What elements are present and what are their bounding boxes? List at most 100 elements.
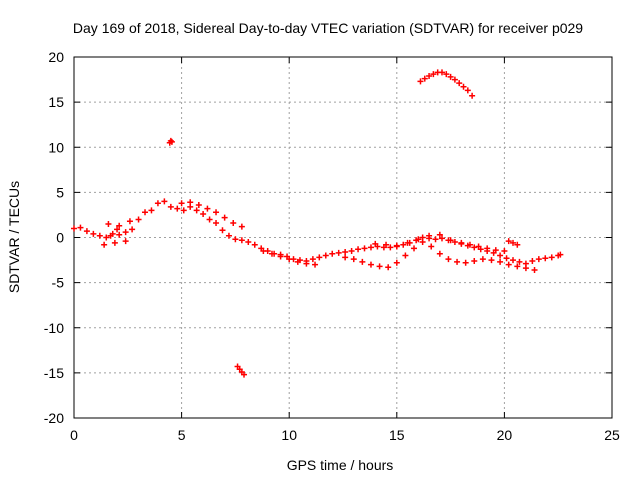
- data-point: [393, 259, 400, 266]
- data-point: [221, 214, 228, 221]
- data-point: [348, 248, 355, 255]
- data-point: [447, 73, 454, 80]
- data-point: [101, 241, 108, 248]
- x-tick-label: 10: [281, 427, 297, 443]
- x-axis-label: GPS time / hours: [287, 457, 394, 473]
- data-point: [402, 252, 409, 259]
- data-point: [96, 232, 103, 239]
- data-point: [421, 75, 428, 82]
- data-point: [438, 69, 445, 76]
- data-point: [471, 244, 478, 251]
- data-point: [114, 226, 121, 233]
- data-point: [484, 245, 491, 252]
- data-point: [103, 234, 110, 241]
- data-point: [178, 200, 185, 207]
- data-point: [557, 251, 564, 258]
- data-point: [206, 216, 213, 223]
- data-point: [77, 224, 84, 231]
- data-point: [126, 218, 133, 225]
- data-point: [387, 244, 394, 251]
- data-point: [417, 78, 424, 85]
- data-point: [419, 239, 426, 246]
- data-point: [122, 229, 129, 236]
- data-point: [464, 87, 471, 94]
- data-point: [404, 239, 411, 246]
- data-point: [219, 227, 226, 234]
- data-point: [510, 257, 517, 264]
- data-point: [475, 243, 482, 250]
- y-tick-label: 0: [56, 230, 64, 246]
- x-tick-label: 0: [70, 427, 78, 443]
- data-point: [335, 249, 342, 256]
- data-point: [213, 209, 220, 216]
- data-point: [497, 252, 504, 259]
- data-point: [225, 232, 232, 239]
- data-point: [111, 239, 118, 246]
- y-tick-label: -5: [52, 275, 65, 291]
- data-point: [193, 207, 200, 214]
- data-point: [529, 257, 536, 264]
- data-point: [350, 256, 357, 263]
- data-point: [195, 202, 202, 209]
- data-point: [200, 211, 207, 218]
- data-point: [277, 253, 284, 260]
- data-point: [451, 239, 458, 246]
- data-point: [501, 248, 508, 255]
- data-point: [251, 241, 258, 248]
- data-point: [342, 248, 349, 255]
- series-arc-17h: [417, 69, 476, 99]
- data-point: [443, 71, 450, 78]
- data-point: [180, 207, 187, 214]
- data-point: [447, 237, 454, 244]
- data-point: [342, 254, 349, 261]
- data-point: [497, 258, 504, 265]
- x-tick-label: 20: [497, 427, 513, 443]
- data-point: [458, 239, 465, 246]
- data-point: [462, 259, 469, 266]
- x-tick-labels: 0 5 10 15 20 25: [70, 427, 620, 443]
- data-point: [312, 261, 319, 268]
- data-point: [479, 256, 486, 263]
- data-point: [411, 245, 418, 252]
- chart-title: Day 169 of 2018, Sidereal Day-to-day VTE…: [73, 20, 583, 36]
- gridlines: [74, 57, 612, 418]
- data-point: [426, 72, 433, 79]
- data-point: [230, 220, 237, 227]
- data-point: [213, 220, 220, 227]
- y-axis-label: SDTVAR / TECUs: [6, 181, 22, 293]
- data-point: [503, 255, 510, 262]
- x-tick-label: 15: [389, 427, 405, 443]
- data-point: [187, 199, 194, 206]
- y-tick-label: 20: [48, 49, 64, 65]
- data-point: [116, 231, 123, 238]
- data-point: [505, 261, 512, 268]
- axis-ticks: [73, 56, 613, 419]
- data-point: [510, 239, 517, 246]
- data-point: [238, 237, 245, 244]
- y-tick-label: 5: [56, 184, 64, 200]
- data-point: [268, 250, 275, 257]
- data-point: [116, 222, 123, 229]
- data-point: [355, 246, 362, 253]
- data-point: [383, 241, 390, 248]
- data-point: [393, 242, 400, 249]
- data-point: [148, 207, 155, 214]
- data-point: [232, 236, 239, 243]
- data-point: [400, 241, 407, 248]
- data-point: [316, 254, 323, 261]
- data-point: [309, 256, 316, 263]
- data-point: [135, 216, 142, 223]
- data-point: [167, 137, 174, 144]
- data-point: [460, 83, 467, 90]
- data-point: [204, 205, 211, 212]
- series-short-track-7.7h: [234, 363, 248, 378]
- data-point: [286, 256, 293, 263]
- y-tick-label: 10: [48, 139, 64, 155]
- data-point: [367, 261, 374, 268]
- data-point: [105, 220, 112, 227]
- data-point: [466, 241, 473, 248]
- data-point: [71, 225, 77, 232]
- data-point: [168, 138, 175, 145]
- data-point: [90, 230, 97, 237]
